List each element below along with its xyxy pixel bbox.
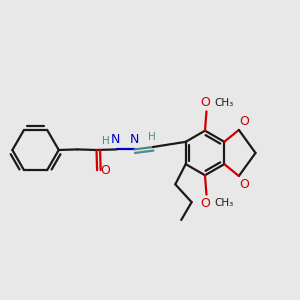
Text: H: H xyxy=(102,136,110,146)
Text: N: N xyxy=(130,134,139,146)
Text: CH₃: CH₃ xyxy=(214,198,233,208)
Text: H: H xyxy=(148,132,155,142)
Text: N: N xyxy=(111,134,120,146)
Text: O: O xyxy=(239,115,249,128)
Text: O: O xyxy=(200,197,210,210)
Text: CH₃: CH₃ xyxy=(214,98,233,108)
Text: O: O xyxy=(101,164,110,177)
Text: O: O xyxy=(239,178,249,191)
Text: O: O xyxy=(200,96,210,109)
